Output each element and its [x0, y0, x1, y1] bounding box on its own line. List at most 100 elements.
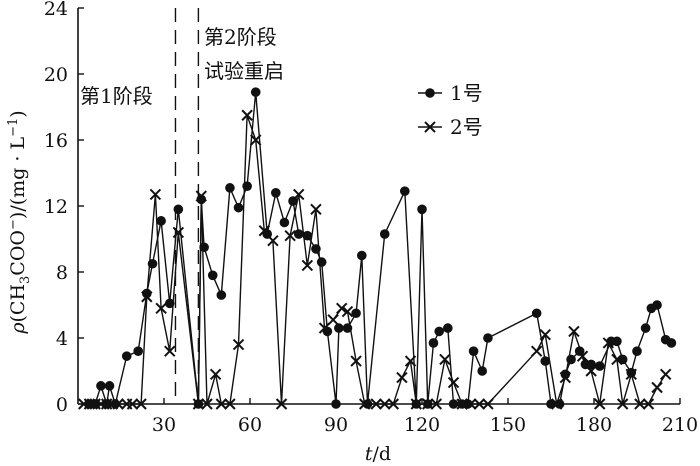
series-2-point: [634, 398, 646, 410]
series-2-point: [482, 398, 494, 410]
series-1-point: [250, 87, 261, 97]
series-2-point: [215, 398, 228, 410]
series-2-point: [201, 398, 213, 410]
series-2-point: [625, 368, 637, 381]
series-2-point: [241, 109, 253, 121]
x-axis-title: t/d: [365, 443, 391, 465]
series-2-point: [387, 398, 400, 410]
legend-label-2: 2号: [450, 115, 483, 139]
x-tick-label: 180: [576, 414, 612, 436]
series-2-point: [172, 226, 185, 239]
series-2-point: [404, 355, 417, 367]
series-2-point: [250, 134, 262, 146]
series-1-point: [316, 257, 327, 267]
x-tick-label: 120: [404, 414, 440, 436]
series-1-point: [271, 188, 281, 198]
series-1-point: [293, 229, 304, 239]
legend-label-1: 1号: [450, 81, 483, 105]
series-2-point: [318, 322, 331, 334]
series-2-point: [275, 398, 288, 410]
series-1-point: [531, 308, 542, 319]
series-2-point: [568, 325, 580, 338]
series-2-point: [585, 365, 597, 377]
series-1-point: [632, 346, 642, 357]
series-1-point: [156, 216, 166, 226]
series-1-point: [428, 338, 439, 348]
series-1-point: [302, 230, 313, 241]
series-1-point: [400, 186, 410, 196]
series-1-point: [164, 298, 175, 309]
series-2-point: [465, 398, 477, 410]
series-2-point: [293, 188, 305, 201]
series-2-point: [379, 398, 391, 410]
y-tick-label: 8: [56, 262, 68, 284]
series-1-point: [540, 356, 551, 366]
series-1-point: [434, 326, 445, 337]
series-2-point: [539, 328, 551, 341]
series-2-point: [232, 338, 245, 351]
series-2-point: [594, 398, 606, 410]
y-tick-label: 16: [44, 130, 68, 152]
x-tick-label: 30: [152, 414, 176, 436]
x-tick-label: 210: [662, 414, 698, 436]
series-2-point: [642, 398, 655, 410]
series-2-point: [616, 398, 629, 410]
x-tick-label: 90: [324, 414, 348, 436]
series-2-point: [659, 368, 672, 381]
series-1-point: [468, 346, 479, 357]
legend-marker-2: [424, 121, 436, 133]
legend: 1号 2号: [418, 81, 483, 139]
series-1-point: [216, 290, 227, 300]
series-2-point: [135, 398, 147, 410]
series-2-point: [530, 345, 543, 357]
series-1-point: [225, 183, 235, 193]
y-tick-label: 20: [44, 64, 68, 86]
series-1-point: [357, 250, 367, 261]
series-2-point: [358, 398, 371, 410]
stage1-label: 第1阶段: [80, 84, 153, 108]
series-1-point: [483, 333, 493, 343]
series-2-point: [410, 398, 422, 410]
y-tick-label: 12: [44, 196, 68, 218]
series-2-point: [284, 229, 296, 242]
y-tick-label: 4: [56, 328, 68, 350]
series-2-point: [396, 371, 408, 384]
series-2-point: [164, 345, 176, 357]
series-2-point: [439, 353, 451, 366]
series-2-point: [473, 398, 486, 410]
series-1-point: [640, 323, 651, 333]
series-1-point: [443, 323, 453, 333]
series-1-point: [331, 399, 341, 409]
series-2-point: [576, 350, 589, 362]
series-2-point: [602, 337, 615, 349]
series-1-point: [173, 204, 184, 215]
series-2-point: [126, 398, 139, 410]
series-2-point: [112, 398, 124, 410]
series-2-point: [310, 203, 322, 216]
series-1-point: [233, 202, 244, 213]
series-1-point: [96, 381, 106, 391]
series-2: [78, 109, 672, 410]
tick-group: 0 4 8 12 16 20 24 30 60 90 120 150 180 210: [44, 0, 698, 436]
series-2-point: [192, 398, 205, 410]
series-1-point: [104, 381, 115, 391]
series-2-point: [336, 302, 348, 315]
series-1-point: [279, 217, 290, 228]
series-2-point: [155, 302, 167, 315]
series-2-point: [209, 368, 222, 381]
stage2-label: 第2阶段: [204, 25, 277, 49]
series-1-point: [207, 270, 218, 281]
series-1-point: [652, 300, 662, 310]
series-1-point: [417, 204, 427, 215]
y-tick-label: 24: [44, 0, 68, 20]
stage2-restart-label: 试验重启: [204, 59, 284, 83]
series-2-point: [327, 314, 339, 326]
series-2-point: [611, 353, 623, 366]
series-1-point: [666, 338, 677, 348]
series-2-point: [370, 398, 382, 410]
series-1-point: [448, 399, 459, 409]
series-2-point: [651, 381, 663, 394]
y-axis-title: ρ(CH3COO−)/(mg · L−1): [6, 110, 33, 334]
series-1-point: [199, 242, 209, 253]
series-1-point: [612, 336, 622, 347]
